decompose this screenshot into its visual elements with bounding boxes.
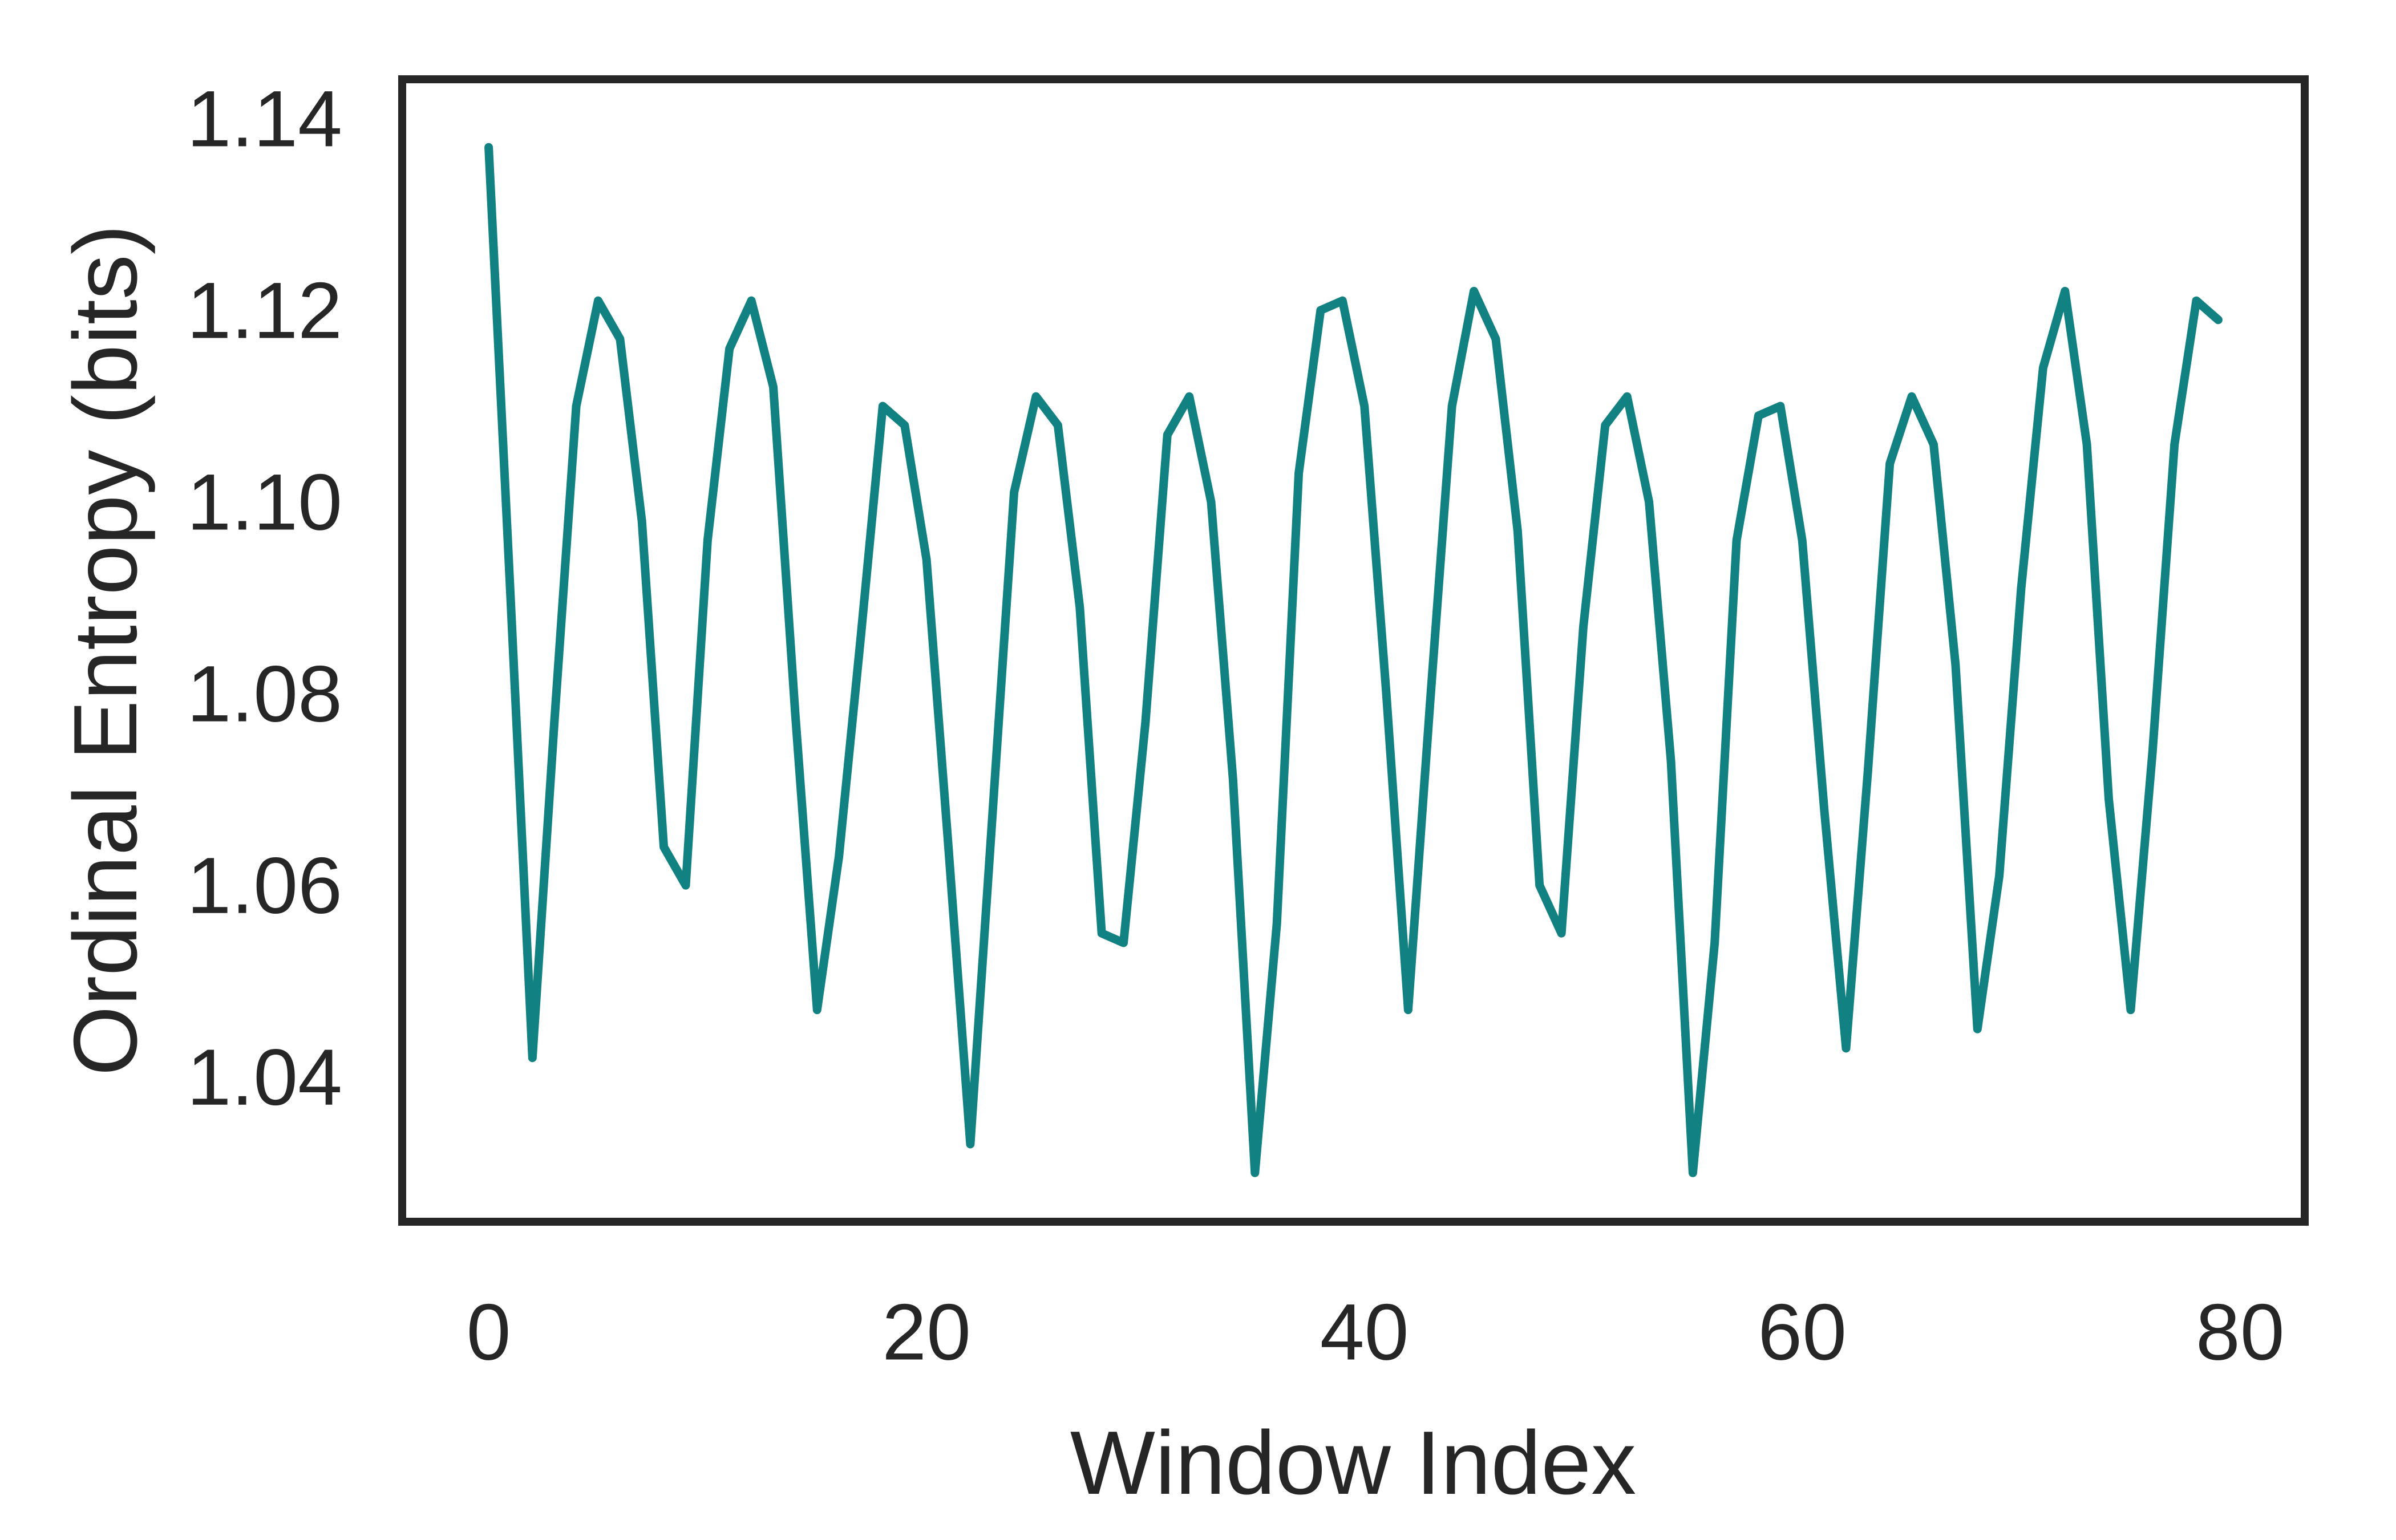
x-tick-label: 20 (882, 1287, 971, 1377)
y-tick-label: 1.14 (187, 74, 342, 163)
y-tick-label: 1.06 (187, 841, 342, 930)
x-tick-label: 40 (1320, 1287, 1409, 1377)
x-tick-label: 60 (1758, 1287, 1847, 1377)
y-tick-label: 1.08 (187, 649, 342, 739)
x-tick-label: 0 (467, 1287, 511, 1377)
y-tick-label: 1.04 (187, 1032, 342, 1122)
x-axis-label: Window Index (1070, 1413, 1636, 1513)
x-axis-ticks: 0 20 40 60 80 (467, 1287, 2285, 1377)
plot-frame (398, 75, 2309, 1226)
y-axis-label: Ordinal Entropy (bits) (55, 225, 156, 1076)
entropy-line-series (484, 143, 2223, 1177)
y-tick-label: 1.10 (187, 457, 342, 547)
y-tick-label: 1.12 (187, 266, 342, 355)
x-tick-label: 80 (2196, 1287, 2285, 1377)
y-axis-ticks: 1.04 1.06 1.08 1.10 1.12 1.14 (187, 74, 342, 1121)
